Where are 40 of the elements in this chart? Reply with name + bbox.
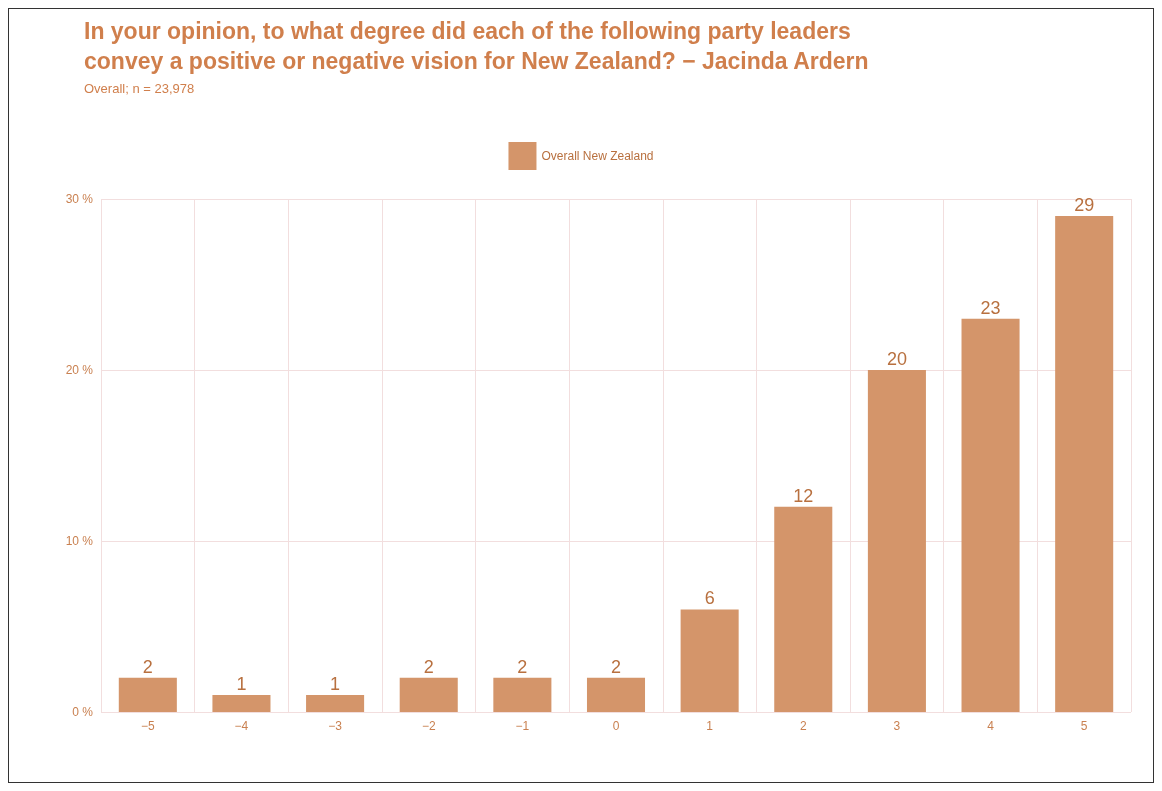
x-tick-label: 3	[893, 719, 901, 733]
x-tick-label: −5	[140, 719, 155, 733]
x-tick-label: −2	[421, 719, 436, 733]
bar	[680, 609, 739, 712]
x-tick-label: 1	[706, 719, 714, 733]
bar	[399, 677, 458, 712]
x-tick-label: −3	[328, 719, 343, 733]
bar	[212, 694, 271, 712]
data-label: 2	[517, 656, 528, 677]
bar	[1055, 216, 1114, 712]
chart-subtitle: Overall; n = 23,978	[84, 81, 195, 96]
bar	[586, 677, 646, 712]
data-label: 12	[793, 485, 814, 506]
y-tick-label: 0 %	[72, 705, 94, 719]
bar	[961, 318, 1020, 712]
x-tick-label: −4	[234, 719, 249, 733]
data-label: 2	[423, 656, 434, 677]
bar	[867, 370, 926, 712]
y-tick-label: 30 %	[65, 192, 94, 206]
x-tick-label: 4	[987, 719, 995, 733]
y-tick-label: 10 %	[65, 534, 94, 548]
bar	[118, 677, 177, 712]
bar	[493, 677, 552, 712]
data-label: 2	[142, 656, 153, 677]
data-label: 23	[980, 297, 1001, 318]
data-label: 2	[610, 656, 622, 677]
data-label: 1	[330, 673, 341, 694]
x-tick-label: 5	[1080, 719, 1088, 733]
data-label: 1	[236, 673, 247, 694]
bar	[306, 694, 365, 712]
x-tick-label: −1	[515, 719, 530, 733]
y-tick-label: 20 %	[65, 363, 94, 377]
data-label: 20	[886, 349, 907, 369]
data-label: 6	[704, 588, 715, 609]
data-label: 29	[1074, 195, 1095, 216]
x-tick-label: 2	[799, 719, 807, 733]
bar	[774, 506, 833, 712]
chart-title: In your opinion, to what degree did each of the following party leaders convey a positive or negative vision for New Zealand? − Jacinda Ardern	[84, 18, 869, 74]
x-tick-label: 0	[612, 719, 620, 733]
legend-label: Overall New Zealand	[541, 149, 654, 163]
